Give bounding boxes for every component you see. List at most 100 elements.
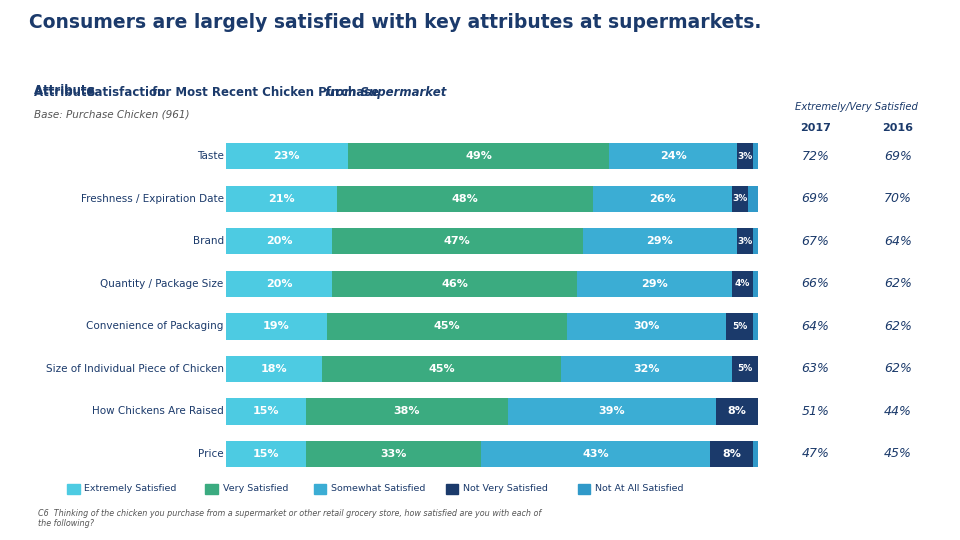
Text: 45%: 45% — [884, 448, 912, 461]
Bar — [583, 228, 737, 254]
Text: Extremely Satisfied: Extremely Satisfied — [84, 484, 177, 493]
Text: 20%: 20% — [266, 279, 292, 289]
Bar — [332, 271, 577, 297]
Text: How Chickens Are Raised: How Chickens Are Raised — [92, 407, 224, 416]
Bar — [758, 356, 764, 382]
Bar — [226, 313, 326, 340]
Text: Satisfaction: Satisfaction — [85, 86, 165, 99]
Text: 67%: 67% — [802, 235, 829, 248]
Text: 29%: 29% — [646, 237, 673, 246]
Bar — [226, 186, 338, 212]
Text: Brand: Brand — [193, 237, 224, 246]
Text: 69%: 69% — [802, 192, 829, 205]
Bar — [753, 313, 758, 340]
Bar — [508, 398, 716, 424]
Text: Quantity / Package Size: Quantity / Package Size — [101, 279, 224, 289]
Bar — [226, 271, 332, 297]
Bar — [481, 441, 710, 467]
Bar — [748, 186, 758, 212]
Bar — [226, 441, 305, 467]
Text: 62%: 62% — [884, 320, 912, 333]
Text: Freshness / Expiration Date: Freshness / Expiration Date — [81, 194, 224, 204]
Bar — [758, 398, 769, 424]
Text: 49%: 49% — [466, 151, 492, 161]
Text: 15%: 15% — [252, 449, 278, 459]
Text: 66%: 66% — [802, 278, 829, 291]
Text: 18%: 18% — [260, 364, 287, 374]
Bar — [610, 143, 737, 170]
Text: 3%: 3% — [732, 194, 748, 203]
Bar — [338, 186, 593, 212]
Bar — [226, 356, 322, 382]
Bar — [753, 228, 758, 254]
Bar — [226, 398, 305, 424]
Text: 33%: 33% — [380, 449, 407, 459]
Text: 62%: 62% — [884, 362, 912, 375]
Text: Attribute: Attribute — [34, 86, 98, 99]
Text: 19%: 19% — [263, 321, 290, 332]
Text: 69%: 69% — [884, 150, 912, 163]
Text: 23%: 23% — [274, 151, 300, 161]
Text: 39%: 39% — [599, 407, 625, 416]
Text: 8%: 8% — [728, 407, 747, 416]
Text: Not At All Satisfied: Not At All Satisfied — [595, 484, 684, 493]
Text: 26%: 26% — [649, 194, 676, 204]
Text: 5%: 5% — [732, 322, 748, 331]
Text: 5%: 5% — [737, 364, 753, 373]
Bar — [577, 271, 732, 297]
Text: 3%: 3% — [737, 237, 753, 246]
Bar — [753, 143, 764, 170]
Text: Price: Price — [198, 449, 224, 459]
Text: C6  Thinking of the chicken you purchase from a supermarket or other retail groc: C6 Thinking of the chicken you purchase … — [38, 509, 541, 528]
Bar — [753, 441, 758, 467]
Bar — [732, 271, 753, 297]
Text: 47%: 47% — [444, 237, 470, 246]
Bar — [226, 228, 332, 254]
Text: Taste: Taste — [197, 151, 224, 161]
Text: Somewhat Satisfied: Somewhat Satisfied — [331, 484, 425, 493]
Text: 64%: 64% — [884, 235, 912, 248]
Text: 64%: 64% — [802, 320, 829, 333]
Text: for Most Recent Chicken Purchase: for Most Recent Chicken Purchase — [148, 86, 384, 99]
Text: Not Very Satisfied: Not Very Satisfied — [463, 484, 548, 493]
Text: 63%: 63% — [802, 362, 829, 375]
Text: 24%: 24% — [660, 151, 686, 161]
Text: 62%: 62% — [884, 278, 912, 291]
Text: 4%: 4% — [734, 279, 750, 288]
Text: 70%: 70% — [884, 192, 912, 205]
Text: 45%: 45% — [428, 364, 455, 374]
Text: from Supermarket: from Supermarket — [325, 86, 446, 99]
Bar — [326, 313, 566, 340]
Text: Attribute: Attribute — [34, 84, 98, 97]
Text: 38%: 38% — [394, 407, 420, 416]
Bar — [226, 143, 348, 170]
Text: 43%: 43% — [583, 449, 610, 459]
Bar — [348, 143, 610, 170]
Text: Extremely/Very Satisfied: Extremely/Very Satisfied — [796, 102, 918, 112]
Bar — [322, 356, 562, 382]
Text: 21%: 21% — [268, 194, 295, 204]
Bar — [737, 228, 753, 254]
Text: 29%: 29% — [641, 279, 668, 289]
Bar — [332, 228, 583, 254]
Text: 46%: 46% — [442, 279, 468, 289]
Text: Consumers are largely satisfied with key attributes at supermarkets.: Consumers are largely satisfied with key… — [29, 14, 761, 32]
Bar — [593, 186, 732, 212]
Text: 8%: 8% — [722, 449, 741, 459]
Text: 2016: 2016 — [882, 123, 914, 133]
Bar — [710, 441, 753, 467]
Bar — [732, 356, 758, 382]
Text: 45%: 45% — [433, 321, 460, 332]
Text: 44%: 44% — [884, 405, 912, 418]
Text: Convenience of Packaging: Convenience of Packaging — [86, 321, 224, 332]
Bar — [305, 398, 508, 424]
Text: 30%: 30% — [634, 321, 660, 332]
Bar — [562, 356, 732, 382]
Bar — [566, 313, 727, 340]
Text: Base: Purchase Chicken (961): Base: Purchase Chicken (961) — [34, 110, 189, 120]
Text: 2017: 2017 — [801, 123, 831, 133]
Text: 72%: 72% — [802, 150, 829, 163]
Text: 47%: 47% — [802, 448, 829, 461]
Bar — [732, 186, 748, 212]
Bar — [753, 271, 758, 297]
